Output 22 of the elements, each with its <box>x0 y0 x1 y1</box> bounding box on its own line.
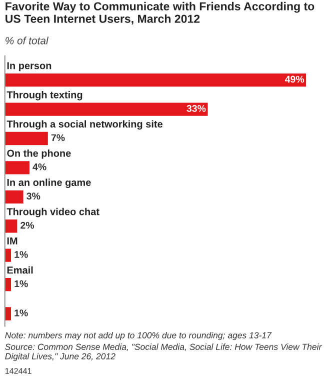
y-tick-label: In an online game <box>7 178 91 188</box>
data-label: 1% <box>14 251 28 258</box>
y-tick-label: IM <box>7 237 18 244</box>
data-label: 7% <box>51 134 65 142</box>
data-label: 4% <box>32 163 46 170</box>
data-label: 33% <box>186 105 206 112</box>
data-label: 49% <box>285 76 304 83</box>
data-label: 1% <box>14 280 28 288</box>
source-note: Source: Common Sense Media, "Social Media, Social Life: How Teens View Their Digital Lives," June 26, 2012 <box>5 344 322 362</box>
chart-subtitle: % of total <box>6 36 49 44</box>
data-label: 1% <box>14 310 28 316</box>
y-tick-label: Through a social networking site <box>6 120 162 130</box>
y-tick-label: In person <box>7 62 52 72</box>
text: Note: numbers may not add up to 100% due to rounding; ages 13-17 <box>5 332 272 340</box>
data-label: 2% <box>20 222 34 229</box>
y-tick-label: Through texting <box>6 91 82 100</box>
data-label: 3% <box>26 192 40 200</box>
text: 142441 <box>5 368 32 374</box>
y-tick-label: Email <box>7 266 33 274</box>
chart-title: Favorite Way to Communicate with Friends According to US Teen Internet Users, March 2012 <box>6 2 314 25</box>
y-tick-label: On the phone <box>7 149 71 159</box>
y-tick-label: Through video chat <box>6 208 100 218</box>
